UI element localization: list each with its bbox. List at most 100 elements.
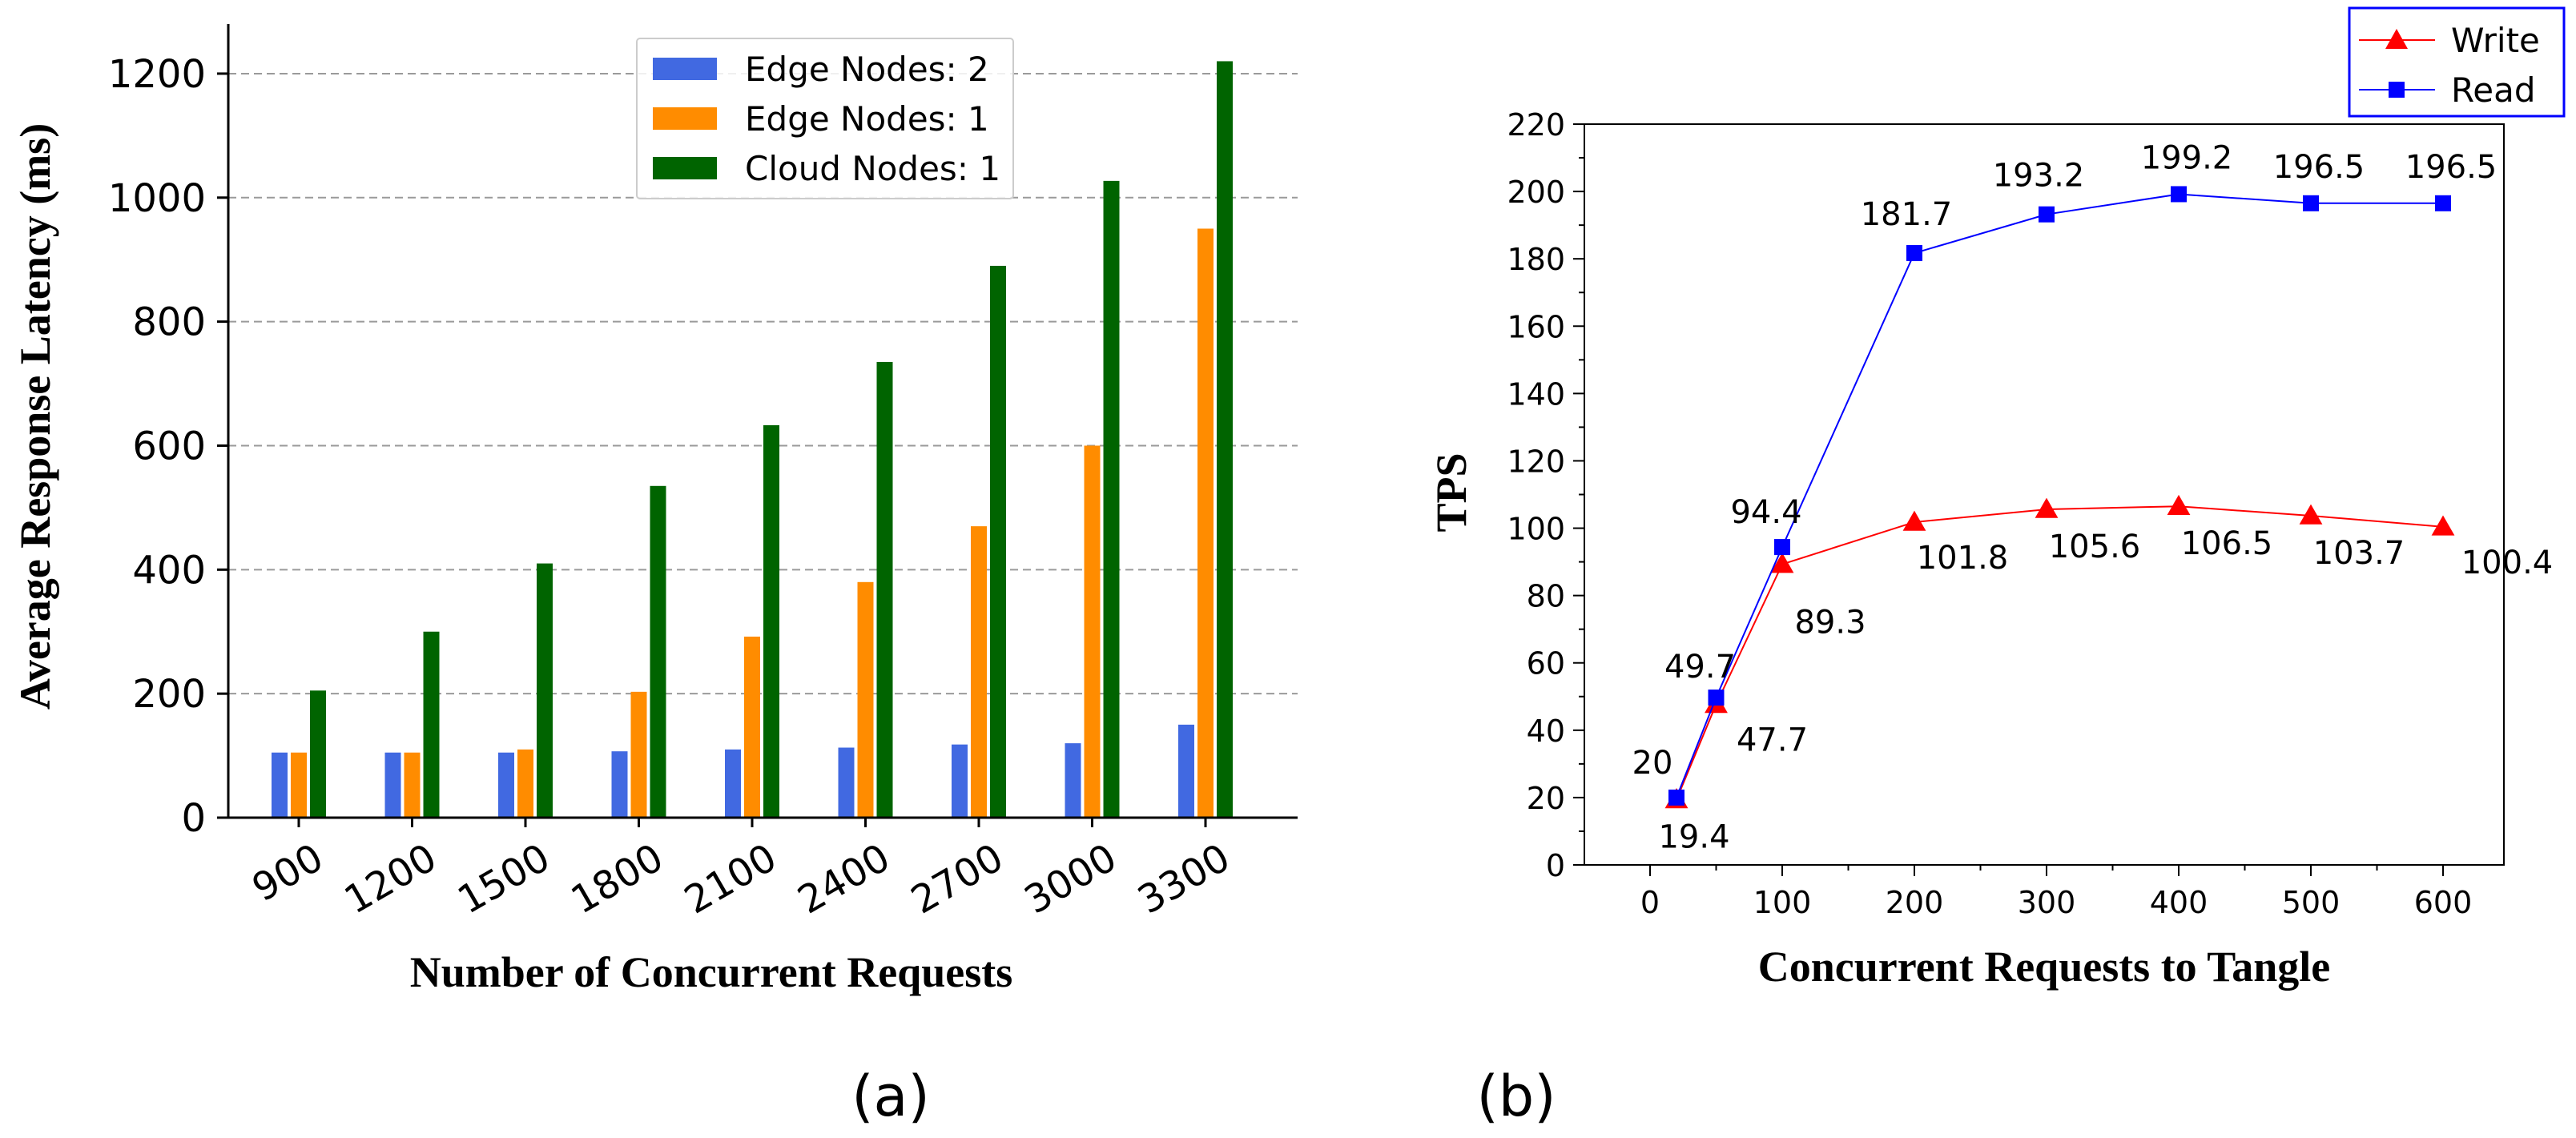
b-data-label: 199.2 <box>2141 139 2233 176</box>
b-y-tick-label: 200 <box>1507 175 1565 210</box>
b-y-tick-label: 60 <box>1527 646 1565 682</box>
b-legend-triangle <box>2385 29 2408 49</box>
b-point-triangle <box>1902 510 1926 531</box>
a-legend-box <box>636 38 1014 199</box>
a-x-tick-label: 1800 <box>564 835 671 923</box>
a-x-tick-label: 3000 <box>1017 835 1125 923</box>
a-bar <box>1178 724 1194 818</box>
b-point-square <box>2171 186 2187 203</box>
b-y-tick-label: 80 <box>1527 579 1565 614</box>
b-data-label: 101.8 <box>1917 540 2009 577</box>
a-legend-swatch <box>653 157 717 179</box>
b-data-label: 106.5 <box>2181 525 2273 562</box>
a-bar <box>725 749 741 818</box>
a-bar <box>310 690 326 818</box>
b-data-label: 181.7 <box>1861 196 1953 233</box>
b-data-label: 100.4 <box>2461 545 2554 581</box>
b-y-tick-label: 160 <box>1507 309 1565 344</box>
a-x-tick-label: 2400 <box>791 835 898 923</box>
a-y-tick-label: 400 <box>132 548 206 593</box>
b-point-triangle <box>2167 494 2191 516</box>
b-plot-frame <box>1584 123 2505 866</box>
b-y-ticks: 0 20 40 60 80 100 120 140 160 180 200 220 <box>1507 107 1584 883</box>
a-bar <box>1217 61 1233 818</box>
a-bar <box>1065 743 1081 818</box>
a-x-tick-label: 2100 <box>677 835 784 923</box>
b-x-tick-label: 600 <box>2414 885 2473 920</box>
a-y-ticks: 0 200 400 600 800 1000 1200 <box>108 52 228 841</box>
b-x-ticks: 0 100 200 300 400 500 600 <box>1640 865 2472 920</box>
b-data-label: 196.5 <box>2273 149 2365 186</box>
a-legend-label: Edge Nodes: 2 <box>745 50 989 89</box>
b-y-tick-label: 220 <box>1507 107 1565 143</box>
a-bar <box>744 636 760 818</box>
a-bar <box>990 265 1006 818</box>
a-y-tick-label: 1000 <box>108 176 206 221</box>
a-legend-label: Cloud Nodes: 1 <box>745 149 1000 188</box>
b-point-triangle <box>1770 553 1794 573</box>
a-x-tick-label: 1500 <box>450 835 557 923</box>
a-x-ticks: 900 1200 1500 1800 2100 2400 2700 3000 3300 <box>245 818 1238 923</box>
a-bar <box>1084 445 1101 818</box>
a-bar <box>272 752 288 818</box>
a-legend-swatch <box>653 107 717 130</box>
b-y-tick-label: 140 <box>1507 376 1565 412</box>
a-bar <box>291 752 307 818</box>
a-bar <box>630 691 647 818</box>
a-bar <box>876 361 893 818</box>
b-data-label: 103.7 <box>2313 535 2405 572</box>
a-bar <box>838 747 855 818</box>
a-legend-label: Edge Nodes: 1 <box>745 99 989 139</box>
b-point-triangle <box>2299 504 2323 525</box>
b-legend-label: Write <box>2451 21 2540 60</box>
b-x-tick-label: 0 <box>1640 885 1660 920</box>
a-y-tick-label: 1200 <box>108 52 206 97</box>
b-data-label: 49.7 <box>1664 649 1736 686</box>
b-x-tick-label: 500 <box>2282 885 2341 920</box>
b-x-tick-label: 300 <box>2018 885 2076 920</box>
b-point-square <box>2039 206 2055 223</box>
b-point-square <box>2435 195 2451 211</box>
a-x-tick-label: 3300 <box>1130 835 1238 923</box>
b-legend-label: Read <box>2451 70 2536 110</box>
a-bar <box>384 752 401 818</box>
b-data-label: 89.3 <box>1794 605 1866 641</box>
a-bar <box>423 631 440 818</box>
b-point-triangle <box>2431 515 2455 536</box>
a-panel-label: (a) <box>851 1064 930 1129</box>
b-data-label: 105.6 <box>2049 529 2141 565</box>
b-point-square <box>1774 539 1790 556</box>
a-y-tick-label: 600 <box>132 424 206 468</box>
a-bar <box>971 526 987 818</box>
a-legend-swatch <box>653 58 717 80</box>
b-x-tick-label: 200 <box>1886 885 1944 920</box>
a-y-tick-label: 800 <box>132 300 206 345</box>
line-chart-panel: 0 20 40 60 80 100 120 140 160 180 200 220 0 100 200 30… <box>1427 6 2566 1129</box>
a-y-tick-label: 200 <box>132 672 206 717</box>
b-legend-square <box>2389 82 2405 98</box>
a-bar <box>857 581 874 818</box>
a-bar <box>1197 228 1214 818</box>
b-legend-box <box>2348 6 2566 118</box>
a-xlabel: Number of Concurrent Requests <box>410 948 1012 996</box>
a-bar <box>650 485 666 818</box>
b-ylabel: TPS <box>1427 452 1475 532</box>
a-legend: Edge Nodes: 2 Edge Nodes: 1 Cloud Nodes: 1 <box>636 38 1014 199</box>
b-y-tick-label: 180 <box>1507 242 1565 277</box>
b-point-square <box>1708 690 1725 706</box>
b-series-line <box>1676 505 2444 800</box>
b-data-label: 20 <box>1632 745 1673 782</box>
a-x-tick-label: 900 <box>245 835 331 911</box>
a-x-tick-label: 1200 <box>337 835 445 923</box>
b-point-square <box>1668 789 1684 806</box>
b-point-triangle <box>2035 497 2059 518</box>
a-bar <box>611 751 628 818</box>
b-y-tick-label: 0 <box>1546 848 1565 883</box>
b-point-square <box>1906 245 1922 262</box>
a-bars <box>272 61 1233 818</box>
b-data-label: 19.4 <box>1658 818 1729 855</box>
b-y-tick-label: 120 <box>1507 444 1565 479</box>
b-x-tick-label: 100 <box>1753 885 1812 920</box>
b-data-label: 94.4 <box>1730 494 1801 531</box>
